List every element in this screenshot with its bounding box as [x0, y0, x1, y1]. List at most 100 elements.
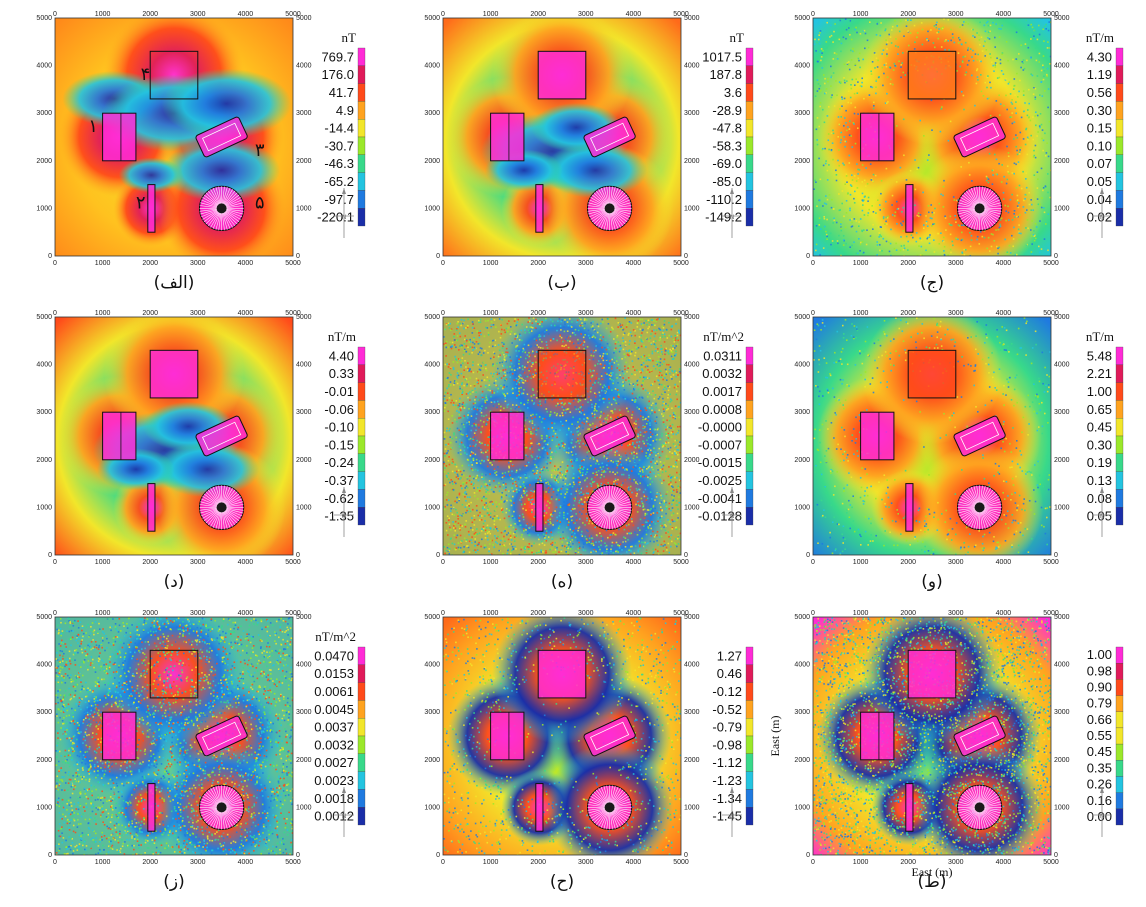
- tick-label-top: 3000: [948, 11, 964, 18]
- pipe-center: [216, 203, 227, 214]
- body-outlines: [490, 649, 636, 832]
- negative-lobe: [155, 441, 260, 498]
- tick-label-top: 4000: [238, 11, 254, 18]
- colorbar-swatch: [357, 646, 366, 665]
- north-arrow-icon: N: [334, 487, 354, 537]
- map-frame: [54, 616, 294, 856]
- colorbar-swatch: [357, 771, 366, 790]
- tick-label-bottom: 3000: [190, 859, 206, 866]
- colorbar-label: -28.9: [712, 103, 742, 118]
- colorbar-label: 0.45: [1087, 420, 1112, 435]
- body-outline: [195, 415, 248, 457]
- colorbar-label: -0.10: [324, 420, 354, 435]
- body-outline: [149, 349, 199, 399]
- tick-label-right: 3000: [296, 110, 312, 117]
- tick-label-top: 1000: [95, 310, 111, 317]
- body-outline: [490, 411, 525, 461]
- tick-label-right: 5000: [684, 614, 700, 621]
- tick-label-right: 4000: [296, 362, 312, 369]
- tick-label-bottom: 5000: [673, 260, 689, 267]
- colorbar-swatch: [745, 700, 754, 719]
- colorbar-label: 0.0027: [314, 755, 354, 770]
- colorbar-swatch: [357, 453, 366, 472]
- tick-label-left: 0: [806, 852, 810, 859]
- colorbar: 0.0470 0.0153 0.0061 0.0045 0.0037 0.0032 0.00…: [314, 629, 366, 826]
- panel-map: [55, 317, 293, 555]
- tick-label-top: 5000: [673, 11, 689, 18]
- tick-label-right: 0: [296, 253, 300, 260]
- tick-label-bottom: 5000: [285, 859, 301, 866]
- tick-label-left: 2000: [36, 757, 52, 764]
- tick-label-left: 5000: [424, 614, 440, 621]
- colorbar-swatch: [745, 190, 754, 209]
- colorbar: 1017.5 187.8 3.6 -28.9 -47.8 -58.3 -69.0 -85.0 -…: [702, 30, 754, 227]
- colorbar-label: -0.37: [324, 473, 354, 488]
- colorbar-swatch: [745, 646, 754, 665]
- colorbar-label: -0.52: [712, 702, 742, 717]
- tick-label-left: 2000: [36, 457, 52, 464]
- tick-label-bottom: 3000: [578, 859, 594, 866]
- panel-caption: (ح): [550, 872, 574, 892]
- tick-label-left: 3000: [36, 709, 52, 716]
- tick-label-left: 5000: [36, 15, 52, 22]
- tick-label-left: 0: [436, 852, 440, 859]
- colorbar-label: 0.35: [1087, 760, 1112, 775]
- tick-label-left: 2000: [794, 457, 810, 464]
- body-outline: [537, 649, 587, 699]
- colorbar-label: 0.65: [1087, 402, 1112, 417]
- tick-label-bottom: 1000: [483, 559, 499, 566]
- negative-lobe: [118, 157, 184, 193]
- colorbar-label: 1.00: [1087, 384, 1112, 399]
- tick-label-bottom: 3000: [190, 559, 206, 566]
- north-arrow-icon: N: [1092, 188, 1112, 238]
- tick-label-right: 1000: [684, 504, 700, 511]
- north-arrow-icon: N: [334, 787, 354, 837]
- body-outline: [953, 415, 1006, 457]
- colorbar-swatch: [745, 154, 754, 173]
- tick-label-left: 4000: [794, 63, 810, 70]
- tick-label-right: 5000: [684, 314, 700, 321]
- tick-label-left: 4000: [424, 362, 440, 369]
- colorbar-swatch: [1115, 346, 1124, 365]
- body-outline: [195, 116, 248, 158]
- body-outline: [905, 483, 914, 532]
- map-frame: [54, 17, 294, 257]
- tick-label-top: 2000: [900, 610, 916, 617]
- colorbar-swatch: [745, 489, 754, 508]
- colorbar-swatch: [745, 664, 754, 683]
- tick-label-bottom: 4000: [996, 859, 1012, 866]
- tick-label-right: 2000: [1054, 757, 1070, 764]
- colorbar-swatch: [1115, 711, 1124, 729]
- tick-label-left: 3000: [36, 409, 52, 416]
- tick-label-left: 1000: [36, 205, 52, 212]
- colorbar-label: -97.7: [324, 192, 354, 207]
- colorbar-swatch: [1115, 382, 1124, 401]
- tick-label-left: 0: [48, 253, 52, 260]
- tick-label-bottom: 1000: [483, 859, 499, 866]
- colorbar-label: 0.0008: [702, 402, 742, 417]
- tick-label-right: 1000: [1054, 504, 1070, 511]
- colorbar-label: 0.0037: [314, 720, 354, 735]
- colorbar-label: 0.30: [1087, 437, 1112, 452]
- tick-label-top: 3000: [578, 11, 594, 18]
- colorbar-label: -0.01: [324, 384, 354, 399]
- tick-label-left: 4000: [424, 662, 440, 669]
- colorbar-swatch: [357, 65, 366, 84]
- colorbar-label: 0.08: [1087, 491, 1112, 506]
- colorbar-swatch: [357, 664, 366, 683]
- tick-label-bottom: 0: [441, 559, 445, 566]
- body-outline: [490, 711, 525, 761]
- panel-map: [55, 617, 293, 855]
- body-outline: [907, 649, 957, 699]
- north-arrow-icon: N: [1092, 487, 1112, 537]
- body-number-label: ۴: [141, 64, 151, 85]
- colorbar-swatch: [1115, 695, 1124, 712]
- tick-label-left: 0: [436, 552, 440, 559]
- colorbar-unit: nT/m: [1086, 30, 1114, 45]
- panel-caption: (ه): [551, 572, 573, 592]
